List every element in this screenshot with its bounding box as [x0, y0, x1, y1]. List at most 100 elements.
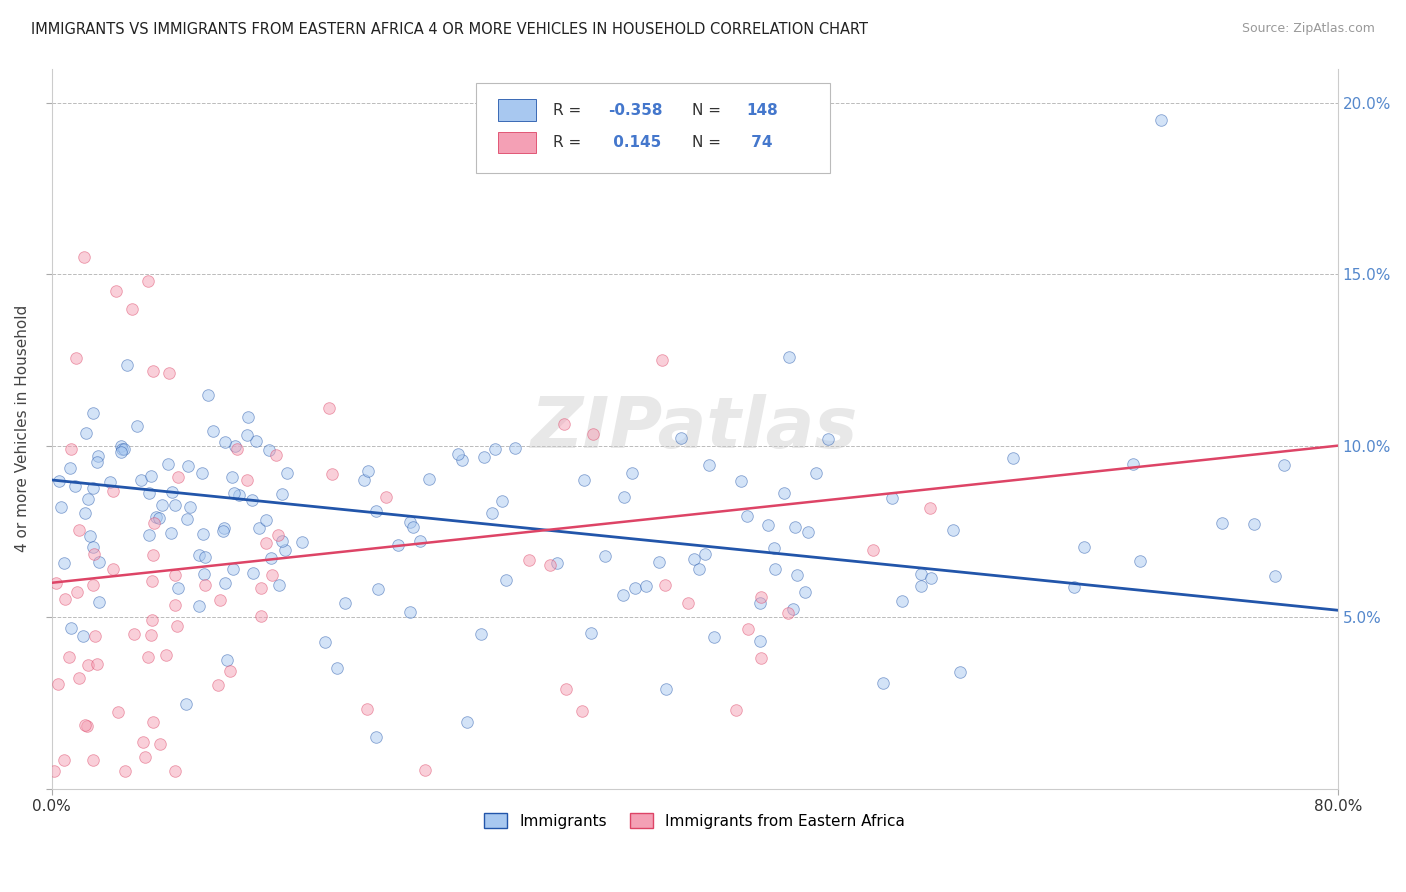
Point	[222, 486, 245, 500]
Point	[375, 490, 398, 504]
Point	[110, 439, 132, 453]
Point	[613, 490, 636, 504]
Point	[593, 549, 616, 563]
Point	[949, 665, 972, 679]
Point	[214, 435, 236, 450]
Point	[571, 704, 593, 718]
Point	[1150, 112, 1173, 127]
Point	[314, 634, 336, 648]
Point	[418, 472, 440, 486]
Point	[415, 763, 437, 777]
Point	[271, 487, 294, 501]
Point	[671, 431, 693, 445]
Point	[162, 485, 184, 500]
Point	[724, 703, 747, 717]
Point	[250, 609, 273, 624]
Point	[86, 449, 108, 463]
Point	[194, 578, 217, 592]
Point	[620, 466, 643, 480]
Point	[72, 630, 94, 644]
Point	[145, 509, 167, 524]
Point	[782, 601, 804, 615]
Point	[129, 473, 152, 487]
Text: ZIPatlas: ZIPatlas	[531, 394, 858, 463]
Point	[208, 592, 231, 607]
Point	[737, 622, 759, 636]
Point	[163, 598, 186, 612]
Point	[238, 409, 260, 424]
Point	[872, 676, 894, 690]
Point	[114, 764, 136, 779]
Point	[356, 702, 378, 716]
Point	[456, 715, 478, 730]
Point	[121, 301, 143, 316]
Point	[862, 542, 884, 557]
Point	[778, 350, 800, 364]
Point	[104, 285, 127, 299]
Text: 0.145: 0.145	[609, 136, 662, 150]
Point	[156, 457, 179, 471]
Point	[177, 458, 200, 473]
Point	[207, 678, 229, 692]
Point	[353, 473, 375, 487]
Point	[785, 520, 807, 534]
Point	[176, 512, 198, 526]
Point	[756, 518, 779, 533]
Point	[112, 442, 135, 457]
Point	[86, 455, 108, 469]
Point	[634, 578, 657, 592]
Point	[226, 442, 249, 457]
Point	[138, 486, 160, 500]
Point	[491, 493, 513, 508]
Point	[270, 534, 292, 549]
Point	[136, 274, 159, 288]
Text: 74: 74	[747, 136, 772, 150]
Point	[321, 467, 343, 482]
Point	[73, 718, 96, 732]
Point	[276, 467, 298, 481]
Text: -0.358: -0.358	[609, 103, 664, 118]
Point	[582, 426, 605, 441]
Point	[335, 596, 357, 610]
Point	[786, 567, 808, 582]
Point	[797, 524, 820, 539]
Point	[111, 442, 134, 456]
Point	[402, 520, 425, 534]
Point	[115, 359, 138, 373]
Point	[138, 528, 160, 542]
Point	[53, 753, 76, 767]
Point	[267, 528, 290, 542]
Text: IMMIGRANTS VS IMMIGRANTS FROM EASTERN AFRICA 4 OR MORE VEHICLES IN HOUSEHOLD COR: IMMIGRANTS VS IMMIGRANTS FROM EASTERN AF…	[31, 22, 868, 37]
Point	[247, 521, 270, 535]
Point	[134, 750, 156, 764]
Legend: Immigrants, Immigrants from Eastern Africa: Immigrants, Immigrants from Eastern Afri…	[478, 806, 911, 835]
Point	[357, 464, 380, 478]
Point	[187, 599, 209, 613]
Point	[1073, 540, 1095, 554]
FancyBboxPatch shape	[477, 83, 830, 173]
Point	[910, 579, 932, 593]
Point	[217, 653, 239, 667]
Point	[236, 427, 259, 442]
Point	[730, 474, 752, 488]
Point	[254, 513, 277, 527]
Point	[53, 592, 76, 607]
Point	[212, 524, 235, 539]
Point	[447, 447, 470, 461]
Point	[470, 627, 492, 641]
Point	[572, 473, 595, 487]
Point	[503, 442, 526, 456]
Point	[817, 432, 839, 446]
Point	[141, 613, 163, 627]
Point	[179, 500, 201, 515]
Point	[1272, 458, 1295, 473]
Point	[655, 681, 678, 696]
Point	[762, 541, 785, 556]
Point	[191, 467, 214, 481]
Point	[87, 555, 110, 569]
Point	[83, 547, 105, 561]
Point	[193, 566, 215, 581]
Point	[163, 764, 186, 779]
Point	[399, 515, 422, 529]
Point	[82, 540, 104, 554]
